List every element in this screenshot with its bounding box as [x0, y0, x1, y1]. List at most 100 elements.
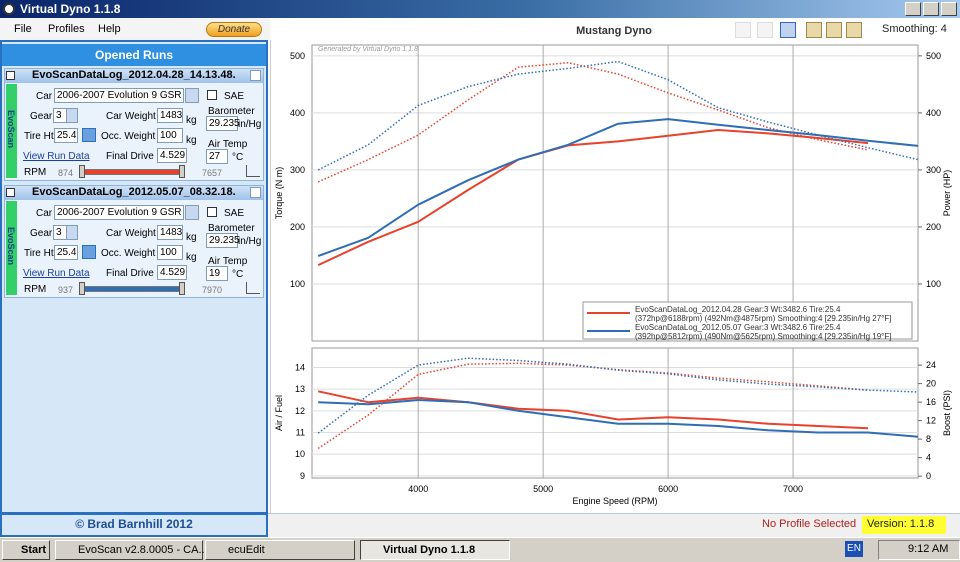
air-temp-input[interactable]: 27: [206, 149, 228, 164]
y-tick-label: 200: [290, 222, 305, 232]
sae-checkbox[interactable]: [207, 90, 217, 100]
y2-tick-label: 16: [926, 397, 936, 407]
calc-icon[interactable]: [82, 128, 96, 142]
start-button[interactable]: Start: [2, 540, 50, 560]
tire-input[interactable]: 25.4: [54, 128, 78, 143]
rpm-thumb[interactable]: [79, 165, 85, 178]
panel-title: Opened Runs: [94, 48, 173, 62]
rpm-max: 7657: [202, 168, 223, 178]
car-weight-input[interactable]: 1483: [157, 108, 183, 123]
rpm-label: RPM: [24, 167, 47, 178]
y-tick-label: 11: [296, 428, 305, 438]
car-select[interactable]: 2006-2007 Evolution 9 GSR: [54, 205, 184, 220]
toolbar-button[interactable]: [806, 22, 822, 38]
air-temp-input[interactable]: 19: [206, 266, 228, 281]
gear-select[interactable]: 3: [53, 225, 67, 240]
y2-axis-label: Boost (PSI): [942, 390, 952, 436]
occ-weight-label: Occ. Weight: [101, 131, 156, 142]
rpm-track[interactable]: [84, 286, 180, 292]
occ-weight-input[interactable]: 100: [157, 245, 183, 260]
y-axis-label: Air / Fuel: [274, 395, 284, 431]
series-line: [317, 118, 919, 257]
view-run-link[interactable]: View Run Data: [23, 151, 90, 162]
menu-bar: [0, 18, 270, 40]
watermark: Generated by Virtual Dyno 1.1.8: [318, 46, 418, 53]
legend-text: (372hp@6188rpm) (492Nm@4875rpm) Smoothin…: [635, 314, 891, 323]
select-arrow[interactable]: [66, 225, 78, 240]
version-select[interactable]: Version: 1.1.8: [867, 518, 935, 530]
view-run-link[interactable]: View Run Data: [23, 268, 90, 279]
run-close[interactable]: [250, 70, 261, 81]
source-tab-label: EvoScan: [6, 109, 16, 149]
barometer-label: Barometer: [208, 223, 255, 234]
task-button[interactable]: ecuEdit: [205, 540, 355, 560]
rpm-track[interactable]: [84, 169, 180, 175]
y-tick-label: 400: [290, 108, 305, 118]
calc-icon[interactable]: [82, 245, 96, 259]
final-drive-input[interactable]: 4.529: [157, 148, 187, 163]
series-line: [317, 129, 869, 267]
series-line: [317, 390, 869, 430]
gear-label: Gear: [30, 228, 53, 239]
select-arrow[interactable]: [185, 205, 199, 220]
graph-icon[interactable]: [246, 165, 260, 177]
sae-checkbox[interactable]: [207, 207, 217, 217]
car-select[interactable]: 2006-2007 Evolution 9 GSR: [54, 88, 184, 103]
toolbar-button[interactable]: [846, 22, 862, 38]
y2-tick-label: 4: [926, 453, 931, 463]
source-tab: EvoScan: [6, 201, 17, 295]
app-icon: [3, 3, 15, 15]
menu-item[interactable]: File: [14, 23, 32, 35]
minimize-button[interactable]: [905, 2, 921, 16]
kg-unit: kg: [186, 115, 197, 126]
rpm-thumb[interactable]: [179, 282, 185, 295]
y2-tick-label: 200: [926, 222, 941, 232]
y-tick-label: 13: [295, 384, 305, 394]
gear-label: Gear: [30, 111, 53, 122]
smoothing-select[interactable]: Smoothing: 4: [882, 23, 947, 35]
version-highlight: [862, 516, 946, 534]
select-arrow[interactable]: [66, 108, 78, 123]
degc-unit: °C: [232, 269, 244, 280]
inhg-unit: in/Hg: [238, 236, 262, 247]
run-header: [5, 69, 263, 83]
toolbar-button[interactable]: [826, 22, 842, 38]
profile-select[interactable]: No Profile Selected: [762, 518, 857, 530]
gear-select[interactable]: 3: [53, 108, 67, 123]
occ-weight-input[interactable]: 100: [157, 128, 183, 143]
barometer-input[interactable]: 29.235: [206, 116, 240, 131]
menu-item[interactable]: Help: [98, 23, 121, 35]
legend-text: (392hp@5812rpm) (490Nm@5625rpm) Smoothin…: [635, 332, 891, 341]
run-checkbox[interactable]: [6, 188, 15, 197]
final-drive-input[interactable]: 4.529: [157, 265, 187, 280]
tire-input[interactable]: 25.4: [54, 245, 78, 260]
menu-item[interactable]: Profiles: [48, 23, 85, 35]
close-button[interactable]: [941, 2, 957, 16]
rpm-thumb[interactable]: [179, 165, 185, 178]
task-button[interactable]: Virtual Dyno 1.1.8: [360, 540, 510, 560]
task-button[interactable]: EvoScan v2.8.0005 - CA...: [55, 540, 208, 560]
select-arrow[interactable]: [185, 88, 199, 103]
y-tick-label: 10: [295, 449, 305, 459]
plot-area: [311, 44, 919, 342]
run-close[interactable]: [250, 187, 261, 198]
toolbar-button[interactable]: [735, 22, 751, 38]
rpm-thumb[interactable]: [79, 282, 85, 295]
title-bar: [0, 0, 960, 18]
run-checkbox[interactable]: [6, 71, 15, 80]
graph-icon[interactable]: [246, 282, 260, 294]
language-indicator[interactable]: EN: [845, 541, 863, 557]
y-tick-label: 12: [295, 406, 305, 416]
maximize-button[interactable]: [923, 2, 939, 16]
y-tick-label: 500: [290, 51, 305, 61]
toolbar-button[interactable]: [757, 22, 773, 38]
donate-button[interactable]: Donate: [206, 22, 262, 37]
car-weight-input[interactable]: 1483: [157, 225, 183, 240]
toolbar-button[interactable]: [780, 22, 796, 38]
car-label: Car: [36, 91, 53, 102]
y2-tick-label: 400: [926, 108, 941, 118]
barometer-input[interactable]: 29.235: [206, 233, 240, 248]
kg-unit: kg: [186, 135, 197, 146]
